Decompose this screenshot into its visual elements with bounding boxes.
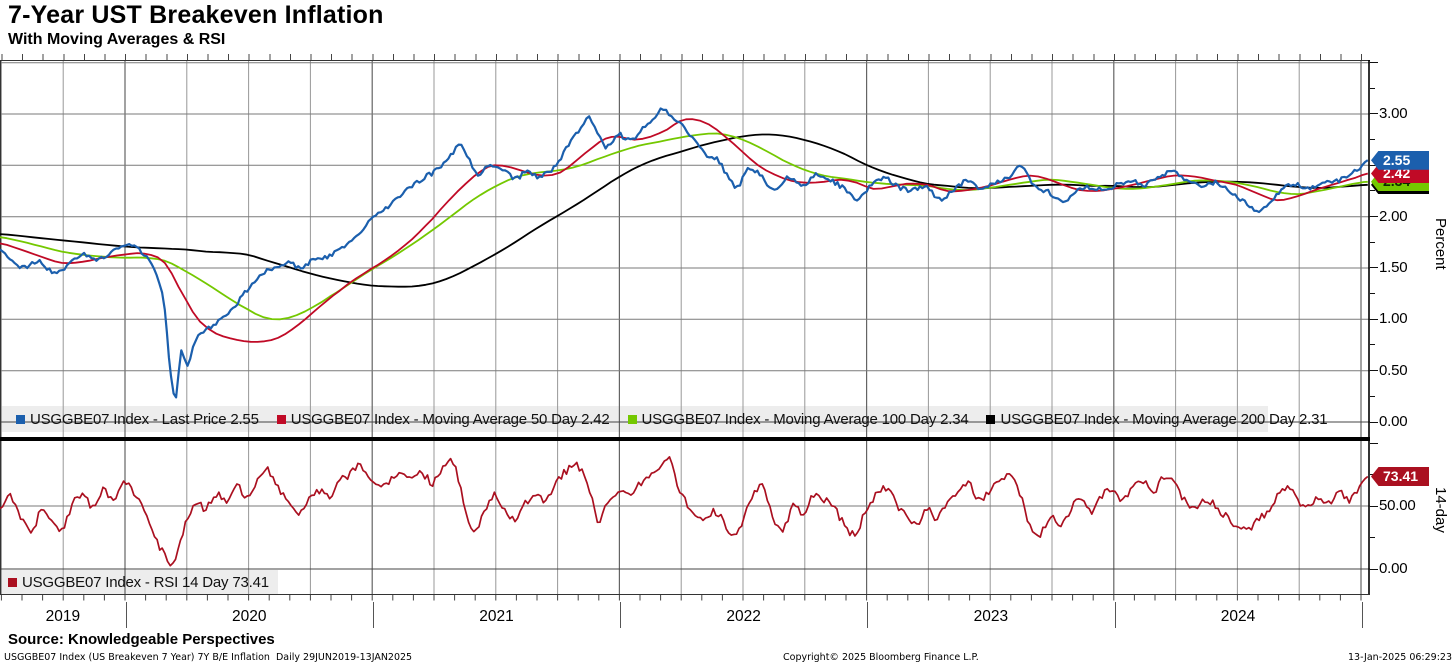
rsi-axis-tick-label: 50.00 bbox=[1379, 497, 1416, 514]
main-legend: USGGBE07 Index - Last Price 2.55 USGGBE07… bbox=[0, 406, 1328, 432]
x-axis-year-divider bbox=[620, 602, 622, 628]
x-axis-year-divider bbox=[372, 602, 374, 628]
source-line: Source: Knowledgeable Perspectives bbox=[8, 631, 275, 648]
x-axis: 2019 2020 2021 2022 2023 2024 bbox=[0, 602, 1370, 632]
main-axis-tick-label: 3.00 bbox=[1379, 104, 1408, 122]
main-axis-tick bbox=[1370, 113, 1378, 115]
x-axis-year-divider bbox=[1114, 602, 1116, 628]
main-axis-tick bbox=[1370, 139, 1375, 141]
legend-item: USGGBE07 Index - Moving Average 100 Day … bbox=[627, 410, 969, 428]
rsi-axis-tick bbox=[1370, 442, 1378, 444]
legend-label: USGGBE07 Index - Last Price 2.55 bbox=[30, 410, 259, 428]
rsi-legend-swatch bbox=[8, 578, 17, 587]
info-copyright: Copyright© 2025 Bloomberg Finance L.P. bbox=[783, 652, 979, 663]
legend-label: USGGBE07 Index - Moving Average 100 Day … bbox=[641, 410, 969, 428]
legend-item: USGGBE07 Index - Moving Average 200 Day … bbox=[986, 410, 1328, 428]
main-axis-tick-label: 1.50 bbox=[1379, 258, 1408, 276]
x-axis-year-label: 2022 bbox=[726, 608, 761, 625]
legend-label: USGGBE07 Index - Moving Average 200 Day … bbox=[1000, 410, 1328, 428]
main-axis-tick-label: 0.00 bbox=[1379, 413, 1408, 430]
info-timestamp: 13-Jan-2025 06:29:23 bbox=[1348, 652, 1452, 663]
x-axis-year-label: 2024 bbox=[1220, 608, 1256, 625]
rsi-axis-tick bbox=[1370, 474, 1375, 475]
chart-subtitle: With Moving Averages & RSI bbox=[8, 31, 226, 48]
bloomberg-info-bar: USGGBE07 Index (US Breakeven 7 Year) 7Y … bbox=[0, 650, 1456, 665]
series-line-last_price bbox=[0, 107, 1369, 399]
rsi-chart bbox=[0, 441, 1370, 601]
main-axis-tick bbox=[1370, 395, 1375, 397]
legend-label: USGGBE07 Index - Moving Average 50 Day 2… bbox=[290, 410, 610, 428]
rsi-axis-tick bbox=[1370, 505, 1378, 507]
main-axis-tick-label: 1.00 bbox=[1379, 310, 1408, 328]
right-axis: Percent 14-day 3.002.502.001.501.000.500… bbox=[1370, 0, 1456, 640]
rsi-axis-tick bbox=[1370, 537, 1375, 538]
main-axis-tick bbox=[1370, 267, 1378, 269]
main-axis-tick bbox=[1370, 62, 1378, 64]
rsi-axis-tick bbox=[1370, 568, 1378, 570]
x-axis-year-label: 2021 bbox=[479, 608, 514, 625]
series-line-ma50 bbox=[0, 118, 1369, 343]
main-axis-tick bbox=[1370, 190, 1375, 192]
rsi-axis-tick-label: 0.00 bbox=[1379, 560, 1408, 577]
rsi-legend-band bbox=[0, 570, 278, 595]
legend-swatch bbox=[986, 414, 996, 424]
main-axis-tick bbox=[1370, 241, 1375, 243]
x-axis-year-label: 2019 bbox=[45, 608, 81, 625]
main-axis-tick-label: 0.50 bbox=[1379, 361, 1408, 379]
legend-swatch bbox=[627, 414, 637, 424]
main-axis-tick bbox=[1370, 421, 1378, 423]
series-line-ma100 bbox=[0, 132, 1368, 321]
rsi-tag: 73.41 bbox=[1371, 467, 1429, 486]
legend-item: USGGBE07 Index - Last Price 2.55 bbox=[16, 411, 259, 428]
x-axis-year-divider bbox=[867, 602, 869, 628]
rsi-legend: USGGBE07 Index - RSI 14 Day 73.41 bbox=[0, 570, 269, 595]
main-axis-tick bbox=[1370, 164, 1378, 166]
main-axis-tick bbox=[1370, 87, 1375, 89]
chart-header: 7-Year UST Breakeven Inflation With Movi… bbox=[8, 0, 384, 49]
main-axis-title: Percent bbox=[1432, 218, 1449, 270]
rsi-axis-title: 14-day bbox=[1432, 487, 1449, 533]
x-axis-year-divider bbox=[125, 602, 127, 628]
series-line-ma200 bbox=[0, 133, 1368, 288]
chart-title: 7-Year UST Breakeven Inflation bbox=[8, 1, 384, 29]
main-axis-tick-label: 2.00 bbox=[1379, 207, 1408, 225]
legend-swatch bbox=[16, 414, 25, 424]
main-axis-tick bbox=[1370, 318, 1378, 320]
x-axis-year-label: 2023 bbox=[973, 608, 1009, 625]
main-axis-tick bbox=[1370, 344, 1375, 346]
main-axis-tick bbox=[1370, 293, 1375, 295]
rsi-line bbox=[0, 456, 1369, 567]
legend-swatch bbox=[276, 414, 286, 424]
main-axis-tick bbox=[1370, 370, 1378, 372]
info-ticker-description: USGGBE07 Index (US Breakeven 7 Year) 7Y … bbox=[4, 652, 413, 663]
x-axis-year-label: 2020 bbox=[232, 608, 267, 625]
main-price-chart bbox=[0, 60, 1370, 437]
x-axis-year-divider bbox=[1361, 602, 1363, 628]
main-axis-tick bbox=[1370, 216, 1378, 218]
panel-separator bbox=[0, 437, 1370, 441]
price-tag-2.55: 2.55 bbox=[1371, 150, 1429, 170]
legend-item: USGGBE07 Index - Moving Average 50 Day 2… bbox=[276, 410, 610, 428]
top-axis-ticks bbox=[0, 54, 1370, 60]
rsi-legend-label: USGGBE07 Index - RSI 14 Day 73.41 bbox=[22, 574, 269, 591]
